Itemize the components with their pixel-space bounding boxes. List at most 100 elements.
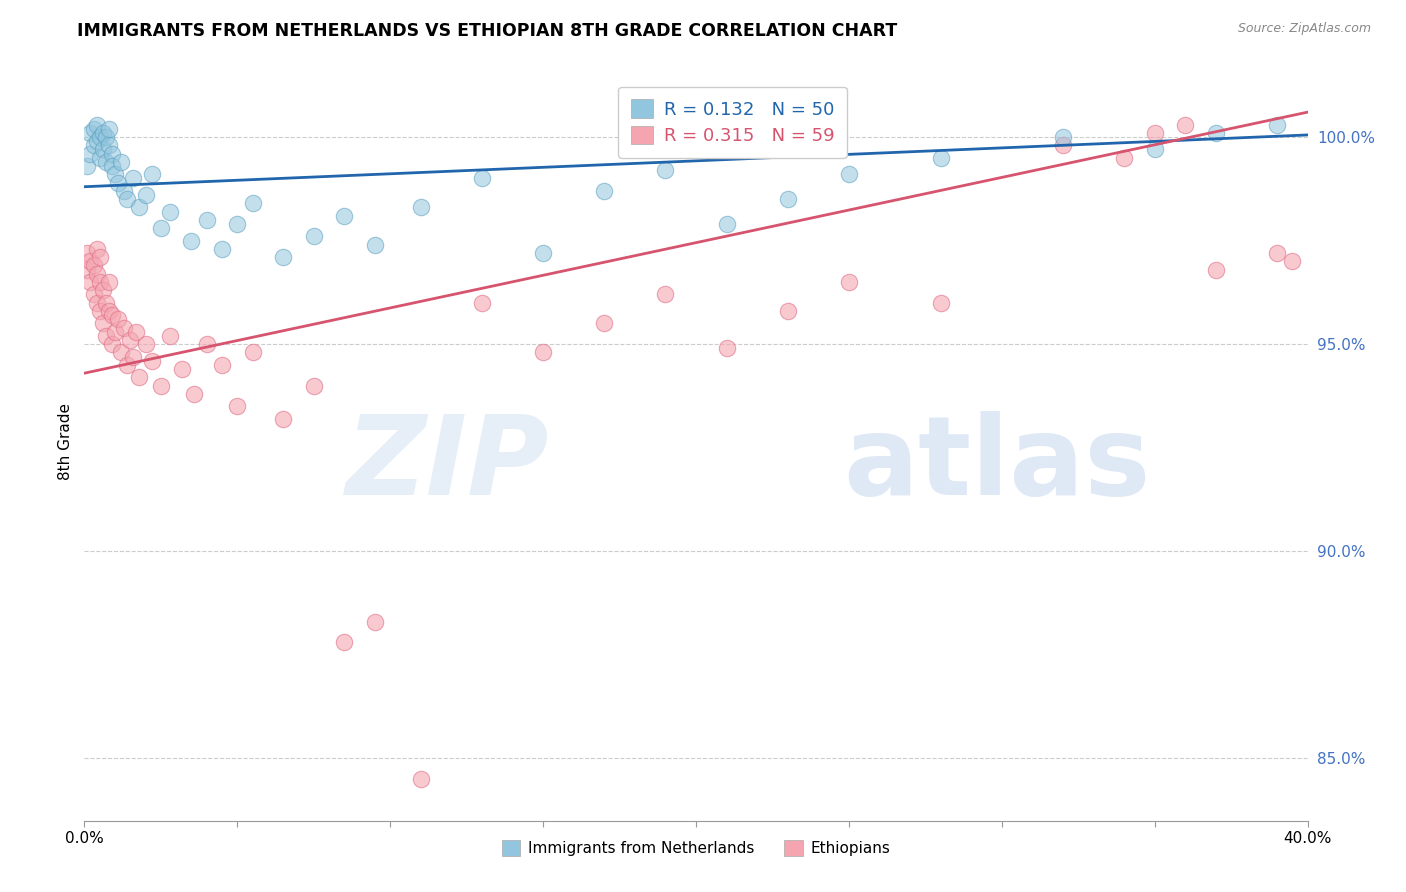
Point — [115, 192, 138, 206]
Point — [86, 242, 108, 256]
Point — [128, 201, 150, 215]
Point — [112, 320, 135, 334]
Point — [79, 146, 101, 161]
Point — [838, 275, 860, 289]
Point — [86, 295, 108, 310]
Point — [97, 275, 120, 289]
Point — [122, 350, 145, 364]
Point — [112, 184, 135, 198]
Point — [183, 387, 205, 401]
Point — [1052, 130, 1074, 145]
Point — [101, 146, 124, 161]
Point — [242, 345, 264, 359]
Point — [776, 304, 799, 318]
Point — [159, 204, 181, 219]
Point — [364, 615, 387, 629]
Point — [94, 154, 117, 169]
Point — [333, 209, 356, 223]
Point — [89, 130, 111, 145]
Point — [97, 138, 120, 153]
Point — [89, 304, 111, 318]
Point — [76, 262, 98, 277]
Point — [1114, 151, 1136, 165]
Point — [104, 325, 127, 339]
Point — [91, 126, 114, 140]
Y-axis label: 8th Grade: 8th Grade — [58, 403, 73, 480]
Point — [86, 267, 108, 281]
Point — [242, 196, 264, 211]
Point — [141, 167, 163, 181]
Point — [211, 242, 233, 256]
Text: Source: ZipAtlas.com: Source: ZipAtlas.com — [1237, 22, 1371, 36]
Point — [654, 287, 676, 301]
Point — [1281, 254, 1303, 268]
Point — [531, 345, 554, 359]
Point — [302, 229, 325, 244]
Point — [159, 329, 181, 343]
Point — [86, 134, 108, 148]
Point — [593, 317, 616, 331]
Point — [83, 121, 105, 136]
Point — [1143, 143, 1166, 157]
Point — [364, 237, 387, 252]
Point — [94, 130, 117, 145]
Point — [271, 411, 294, 425]
Point — [333, 635, 356, 649]
Point — [89, 250, 111, 264]
Point — [149, 378, 172, 392]
Point — [101, 337, 124, 351]
Point — [172, 362, 194, 376]
Point — [110, 154, 132, 169]
Point — [76, 159, 98, 173]
Point — [110, 345, 132, 359]
Point — [91, 143, 114, 157]
Point — [135, 337, 157, 351]
Point — [97, 121, 120, 136]
Point — [89, 275, 111, 289]
Point — [101, 308, 124, 322]
Point — [94, 329, 117, 343]
Point — [716, 217, 738, 231]
Point — [94, 295, 117, 310]
Point — [593, 184, 616, 198]
Point — [120, 333, 142, 347]
Point — [125, 325, 148, 339]
Point — [83, 138, 105, 153]
Point — [1205, 126, 1227, 140]
Point — [471, 295, 494, 310]
Point — [1205, 262, 1227, 277]
Point — [107, 176, 129, 190]
Point — [929, 295, 952, 310]
Point — [654, 163, 676, 178]
Point — [271, 250, 294, 264]
Point — [195, 213, 218, 227]
Point — [838, 167, 860, 181]
Point — [79, 254, 101, 268]
Point — [97, 304, 120, 318]
Point — [302, 378, 325, 392]
Point — [135, 188, 157, 202]
Point — [409, 201, 432, 215]
Point — [101, 159, 124, 173]
Legend: Immigrants from Netherlands, Ethiopians: Immigrants from Netherlands, Ethiopians — [495, 834, 897, 863]
Point — [1174, 118, 1197, 132]
Point — [1265, 118, 1288, 132]
Point — [409, 772, 432, 787]
Point — [79, 126, 101, 140]
Point — [128, 370, 150, 384]
Text: IMMIGRANTS FROM NETHERLANDS VS ETHIOPIAN 8TH GRADE CORRELATION CHART: IMMIGRANTS FROM NETHERLANDS VS ETHIOPIAN… — [77, 22, 897, 40]
Text: ZIP: ZIP — [346, 411, 550, 517]
Point — [211, 358, 233, 372]
Point — [83, 287, 105, 301]
Point — [226, 400, 249, 414]
Point — [180, 234, 202, 248]
Point — [91, 317, 114, 331]
Point — [929, 151, 952, 165]
Point — [76, 246, 98, 260]
Point — [1052, 138, 1074, 153]
Point — [141, 353, 163, 368]
Point — [1143, 126, 1166, 140]
Point — [122, 171, 145, 186]
Point — [104, 167, 127, 181]
Text: atlas: atlas — [842, 411, 1150, 517]
